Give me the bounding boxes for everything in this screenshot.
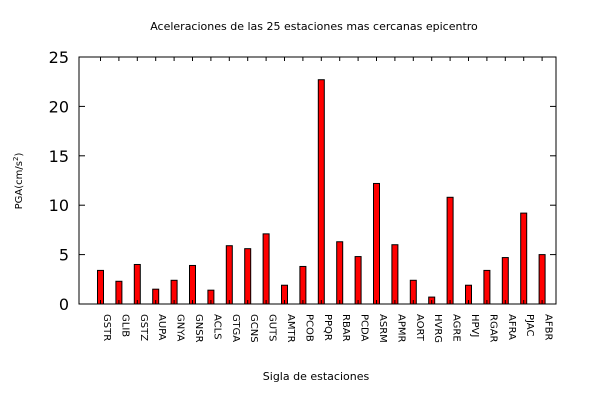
x-tick-label-agre: AGRE [451, 314, 462, 342]
x-tick-label-ppqr: PPQR [322, 314, 333, 341]
x-tick-label-gcns: GCNS [248, 314, 259, 343]
x-tick-label-pcob: PCOB [303, 314, 314, 342]
bar-gstz [133, 263, 141, 305]
bar-rgar [483, 269, 491, 305]
bar-asrm [373, 182, 380, 305]
x-tick-label-afra: AFRA [506, 314, 517, 340]
x-tick-label-pjac: PJAC [524, 314, 535, 336]
x-tick-label-apmr: APMR [395, 314, 406, 342]
x-tick-label-asrm: ASRM [377, 314, 388, 343]
y-tick-label: 15 [49, 147, 69, 166]
x-tick-label-aupa: AUPA [156, 314, 167, 341]
bar-ppqr [317, 79, 325, 305]
bar-rbar [336, 241, 344, 305]
plot-frame [78, 56, 557, 305]
x-tick-label-aort: AORT [414, 314, 425, 342]
x-tick-label-afbr: AFBR [543, 314, 554, 340]
x-axis: GSTR GLIB GSTZ AUPA GNYA GNSR ACLS GTGA GCNS GUTS… [100, 57, 554, 343]
x-tick-label-gstz: GSTZ [138, 314, 149, 341]
y-axis-label-close: ) [14, 153, 25, 157]
x-tick-label-rbar: RBAR [340, 314, 351, 342]
bar-apmr [391, 244, 399, 305]
y-axis-label: PGA(cm/s2) [12, 153, 25, 210]
y-tick-label: 5 [59, 246, 69, 265]
y-tick-label: 25 [49, 48, 69, 67]
y-axis-label-exponent: 2 [12, 157, 20, 161]
x-tick-label-guts: GUTS [267, 314, 278, 342]
bar-gstr [97, 269, 104, 305]
x-tick-label-pcda: PCDA [359, 314, 370, 342]
bar-pcob [299, 265, 307, 305]
x-tick-label-gnya: GNYA [175, 314, 186, 342]
x-tick-label-glib: GLIB [119, 314, 130, 337]
x-axis-label: Sigla de estaciones [263, 370, 370, 383]
bar-afbr [538, 254, 546, 305]
y-tick-label: 0 [59, 295, 69, 314]
bars [97, 79, 546, 305]
bar-gcns [244, 248, 252, 305]
x-tick-label-acls: ACLS [211, 314, 222, 340]
x-tick-label-amtr: AMTR [285, 314, 296, 343]
x-tick-label-gnsr: GNSR [193, 314, 204, 343]
y-tick-label: 10 [49, 196, 69, 215]
x-tick-label-gstr: GSTR [101, 314, 112, 341]
bar-agre [446, 196, 454, 305]
x-tick-label-gtga: GTGA [230, 314, 241, 342]
bar-pcda [354, 256, 362, 305]
bar-pjac [520, 212, 528, 305]
y-tick-label: 20 [49, 97, 69, 116]
y-axis: 0 5 10 15 20 25 [49, 48, 556, 314]
bar-gnsr [189, 264, 196, 305]
y-axis-label-main: PGA(cm/s [14, 161, 25, 209]
bar-gtga [225, 245, 233, 305]
x-tick-label-hvrg: HVRG [432, 314, 443, 343]
x-tick-label-rgar: RGAR [487, 314, 498, 343]
bar-afra [501, 257, 509, 305]
x-tick-label-hpvj: HPVJ [469, 314, 480, 337]
chart-title: Aceleraciones de las 25 estaciones mas c… [150, 20, 478, 33]
bar-guts [262, 233, 270, 305]
